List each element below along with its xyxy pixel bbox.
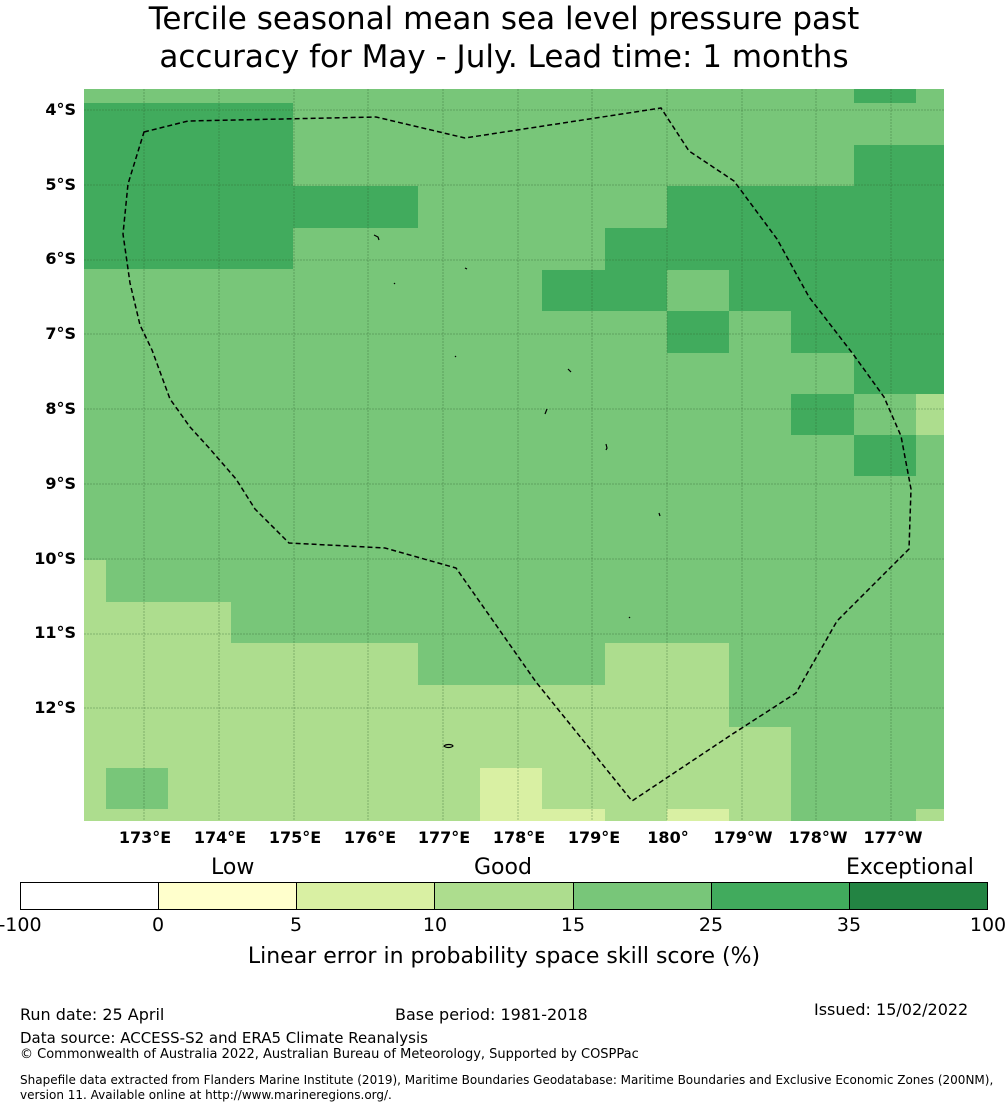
map-title: Tercile seasonal mean sea level pressure…	[0, 0, 1008, 76]
island-mark	[373, 234, 380, 241]
legend-tick: 10	[422, 914, 448, 936]
skill-cell	[854, 353, 944, 394]
skill-cell	[854, 145, 944, 186]
skill-cell	[542, 270, 667, 311]
island-mark	[443, 743, 454, 749]
lat-label: 11°S	[34, 623, 76, 642]
skill-map	[84, 89, 944, 821]
title-line-2: accuracy for May - July. Lead time: 1 mo…	[159, 39, 849, 75]
shapefile-credit-line-1: Shapefile data extracted from Flanders M…	[20, 1073, 994, 1087]
skill-cell	[916, 809, 944, 821]
skill-cell	[605, 228, 944, 270]
islands	[373, 234, 661, 749]
lat-label: 6°S	[45, 249, 76, 268]
legend-swatch	[297, 883, 436, 909]
island-mark	[658, 512, 661, 517]
lon-label: 178°W	[788, 828, 848, 847]
legend-colorbar	[20, 882, 988, 910]
legend-title: Linear error in probability space skill …	[247, 944, 761, 969]
lat-label: 12°S	[34, 698, 76, 717]
island-mark	[393, 282, 396, 285]
lat-label: 10°S	[34, 549, 76, 568]
lon-label: 177°E	[417, 828, 471, 847]
legend-category-good: Good	[474, 855, 532, 880]
lon-label: 179°E	[567, 828, 621, 847]
skill-cell	[84, 103, 293, 269]
skill-map-canvas	[84, 89, 944, 821]
base-period: Base period: 1981-2018	[395, 1005, 588, 1024]
island-mark	[605, 443, 608, 451]
skill-cell	[84, 560, 106, 602]
island-mark	[567, 368, 572, 373]
legend-swatch	[849, 883, 987, 909]
skill-cell	[605, 643, 729, 821]
title-line-1: Tercile seasonal mean sea level pressure…	[148, 1, 860, 37]
island-mark	[628, 616, 631, 619]
legend-tick: 25	[698, 914, 724, 936]
lat-label: 7°S	[45, 324, 76, 343]
copyright: © Commonwealth of Australia 2022, Austra…	[20, 1047, 639, 1062]
legend-category-low: Low	[211, 855, 255, 880]
lon-label: 173°E	[118, 828, 172, 847]
shapefile-credit-line-2: version 11. Available online at http://w…	[20, 1088, 392, 1102]
lat-label: 5°S	[45, 175, 76, 194]
skill-cell	[729, 727, 791, 821]
legend-tick: -100	[0, 914, 42, 936]
lat-label: 4°S	[45, 100, 76, 119]
skill-cell	[791, 727, 944, 821]
legend-tick: 35	[836, 914, 862, 936]
island-mark	[464, 267, 468, 270]
skill-cell	[791, 311, 944, 353]
skill-cell	[729, 270, 944, 311]
island-mark	[544, 408, 548, 415]
run-date: Run date: 25 April	[20, 1005, 165, 1024]
skill-cell	[84, 643, 418, 685]
lon-label: 175°E	[268, 828, 322, 847]
lat-label: 9°S	[45, 474, 76, 493]
skill-cell	[667, 186, 944, 228]
legend-swatch	[21, 883, 160, 909]
shapefile-credit: Shapefile data extracted from Flanders M…	[20, 1073, 1000, 1103]
lon-label: 176°E	[343, 828, 397, 847]
skill-cell	[854, 435, 916, 476]
skill-cell	[293, 186, 418, 228]
skill-cell	[480, 768, 542, 821]
data-source: Data source: ACCESS-S2 and ERA5 Climate …	[20, 1029, 428, 1047]
legend-tick: 100	[969, 914, 1007, 936]
lon-label: 177°W	[863, 828, 923, 847]
lat-label: 8°S	[45, 399, 76, 418]
legend-swatch	[711, 883, 850, 909]
legend-tick: 0	[151, 914, 165, 936]
legend-tick: 15	[560, 914, 586, 936]
skill-cell	[542, 809, 605, 821]
skill-cell	[667, 311, 729, 353]
skill-cell	[84, 602, 231, 643]
skill-cell	[916, 394, 944, 435]
skill-cells	[84, 89, 944, 821]
map-gridlines	[84, 89, 944, 821]
lon-label: 178°E	[492, 828, 546, 847]
legend-category-exceptional: Exceptional	[846, 855, 974, 880]
lon-label: 180°	[647, 828, 689, 847]
issued-date: Issued: 15/02/2022	[814, 1000, 969, 1019]
eez-boundary	[122, 107, 912, 803]
legend-tick: 5	[289, 914, 303, 936]
legend-swatch	[573, 883, 712, 909]
legend-swatch	[159, 883, 298, 909]
skill-cell	[854, 89, 916, 103]
lon-label: 174°E	[193, 828, 247, 847]
skill-cell	[791, 394, 854, 435]
skill-cell	[106, 768, 168, 809]
legend-swatch	[435, 883, 574, 909]
skill-cell	[667, 809, 729, 821]
skill-cell	[916, 435, 944, 476]
lon-label: 179°W	[713, 828, 773, 847]
island-mark	[454, 355, 457, 358]
